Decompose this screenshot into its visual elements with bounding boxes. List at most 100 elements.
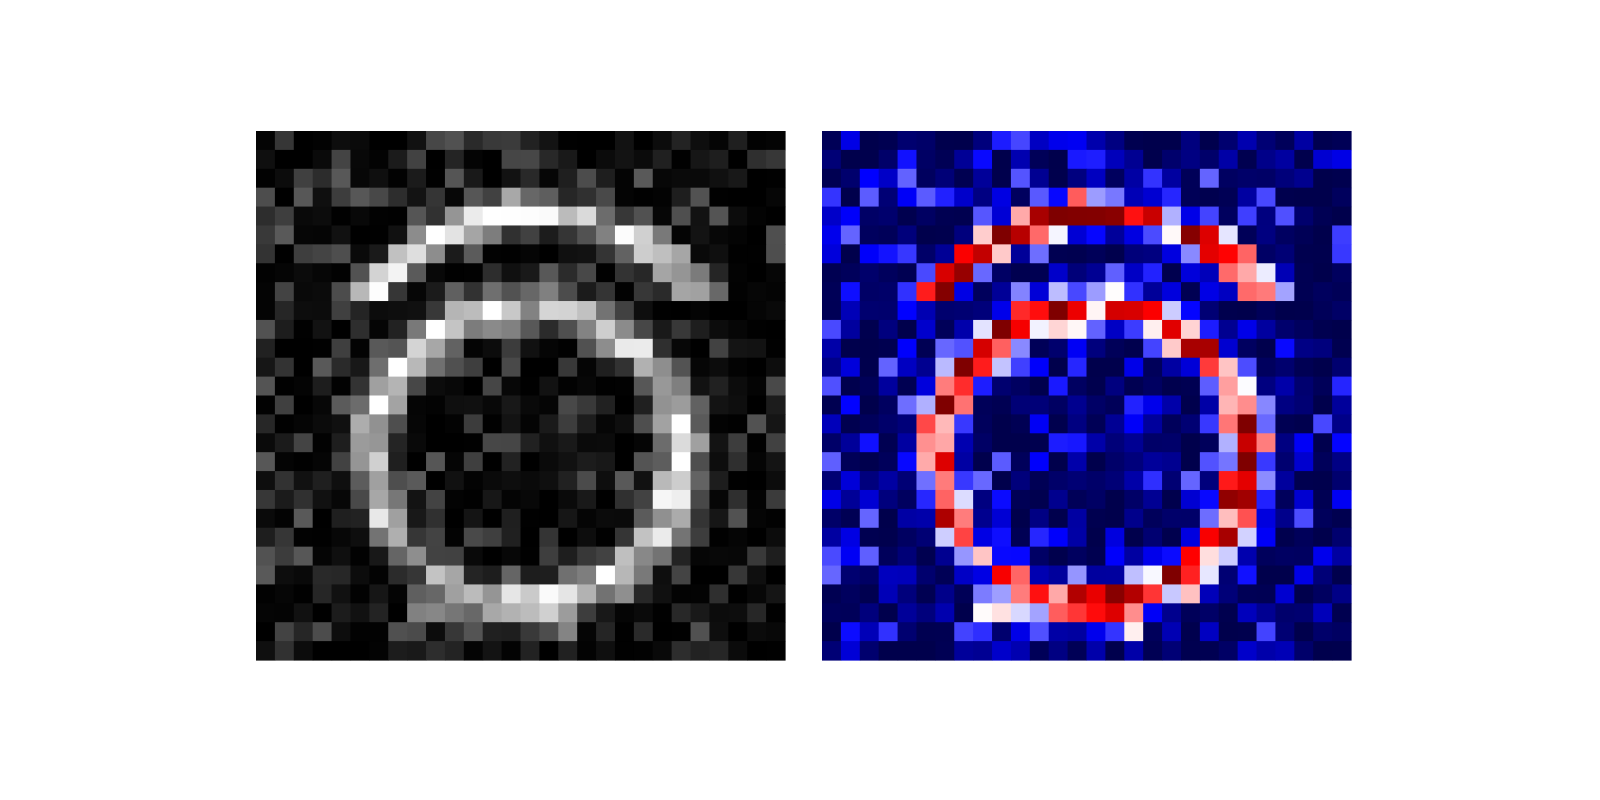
heatmap-cell xyxy=(633,565,654,586)
heatmap-cell xyxy=(728,433,748,453)
heatmap-cell xyxy=(501,206,522,227)
heatmap-cell xyxy=(766,149,786,170)
heatmap-cell xyxy=(256,641,276,661)
heatmap-cell xyxy=(444,376,465,397)
heatmap-cell xyxy=(482,414,503,434)
heatmap-cell xyxy=(1162,131,1182,151)
heatmap-cell xyxy=(1162,433,1182,453)
heatmap-cell xyxy=(1124,565,1144,586)
heatmap-cell xyxy=(1275,584,1295,604)
heatmap-cell xyxy=(633,489,654,510)
heatmap-cell xyxy=(859,206,880,227)
heatmap-cell xyxy=(935,357,955,378)
heatmap-cell xyxy=(1332,319,1352,340)
heatmap-cell xyxy=(1124,452,1144,472)
heatmap-cell xyxy=(1010,225,1031,245)
heatmap-cell xyxy=(312,489,333,510)
heatmap-cell xyxy=(973,338,993,359)
heatmap-cell xyxy=(350,319,370,340)
heatmap-cell xyxy=(1294,338,1314,359)
heatmap-cell xyxy=(822,319,842,340)
heatmap-cell xyxy=(274,641,295,661)
heatmap-cell xyxy=(614,584,635,604)
heatmap-cell xyxy=(1275,319,1295,340)
heatmap-cell xyxy=(1029,206,1050,227)
heatmap-cell xyxy=(633,206,654,227)
heatmap-cell xyxy=(350,546,370,567)
heatmap-cell xyxy=(954,338,974,359)
heatmap-cell xyxy=(444,149,465,170)
heatmap-cell xyxy=(1029,149,1050,170)
heatmap-cell xyxy=(388,131,408,151)
heatmap-cell xyxy=(501,584,522,604)
heatmap-cell xyxy=(331,603,352,623)
heatmap-cell xyxy=(463,452,484,472)
heatmap-cell xyxy=(1332,546,1352,567)
heatmap-cell xyxy=(1029,622,1050,642)
heatmap-cell xyxy=(577,452,597,472)
heatmap-cell xyxy=(1048,225,1069,245)
heatmap-cell xyxy=(1086,452,1106,472)
heatmap-cell xyxy=(1313,357,1333,378)
heatmap-cell xyxy=(1048,338,1069,359)
heatmap-cell xyxy=(369,338,389,359)
heatmap-cell xyxy=(897,471,918,491)
heatmap-cell xyxy=(690,319,711,340)
heatmap-cell xyxy=(388,414,408,434)
heatmap-cell xyxy=(1086,149,1106,170)
heatmap-cell xyxy=(1162,301,1182,321)
heatmap-cell xyxy=(840,319,861,340)
heatmap-cell xyxy=(1124,168,1144,189)
heatmap-cell xyxy=(1124,206,1144,227)
heatmap-cell xyxy=(671,452,692,472)
heatmap-cell xyxy=(407,508,427,529)
heatmap-cell xyxy=(520,546,540,567)
heatmap-cell xyxy=(1237,471,1258,491)
heatmap-cell xyxy=(501,489,522,510)
heatmap-cell xyxy=(916,622,936,642)
heatmap-cell xyxy=(444,489,465,510)
heatmap-cell xyxy=(652,244,673,264)
heatmap-cell xyxy=(614,376,635,397)
heatmap-cell xyxy=(897,187,918,208)
heatmap-cell xyxy=(1105,187,1125,208)
heatmap-cell xyxy=(1256,301,1277,321)
heatmap-cell xyxy=(407,641,427,661)
heatmap-cell xyxy=(1010,546,1031,567)
heatmap-cell xyxy=(690,414,711,434)
heatmap-cell xyxy=(1105,282,1125,302)
heatmap-cell xyxy=(274,187,295,208)
heatmap-cell xyxy=(256,546,276,567)
heatmap-cell xyxy=(671,149,692,170)
heatmap-cell xyxy=(1143,508,1163,529)
heatmap-cell xyxy=(1199,603,1220,623)
heatmap-cell xyxy=(935,414,955,434)
heatmap-cell xyxy=(992,187,1012,208)
heatmap-cell xyxy=(878,338,899,359)
heatmap-cell xyxy=(407,301,427,321)
heatmap-cell xyxy=(1218,489,1239,510)
heatmap-cell xyxy=(501,338,522,359)
heatmap-cell xyxy=(463,357,484,378)
heatmap-cell xyxy=(1237,622,1258,642)
heatmap-cell xyxy=(1029,301,1050,321)
heatmap-cell xyxy=(577,527,597,548)
heatmap-cell xyxy=(690,301,711,321)
heatmap-cell xyxy=(350,168,370,189)
heatmap-cell xyxy=(728,168,748,189)
heatmap-cell xyxy=(1143,225,1163,245)
heatmap-cell xyxy=(1294,187,1314,208)
heatmap-cell xyxy=(331,414,352,434)
heatmap-cell xyxy=(312,263,333,283)
heatmap-cell xyxy=(766,546,786,567)
heatmap-cell xyxy=(897,357,918,378)
heatmap-cell xyxy=(463,584,484,604)
heatmap-cell xyxy=(520,471,540,491)
heatmap-cell xyxy=(1199,338,1220,359)
heatmap-cell xyxy=(690,527,711,548)
heatmap-cell xyxy=(312,131,333,151)
heatmap-cell xyxy=(463,131,484,151)
heatmap-cell xyxy=(1256,527,1277,548)
heatmap-cell xyxy=(596,641,616,661)
heatmap-cell xyxy=(859,149,880,170)
